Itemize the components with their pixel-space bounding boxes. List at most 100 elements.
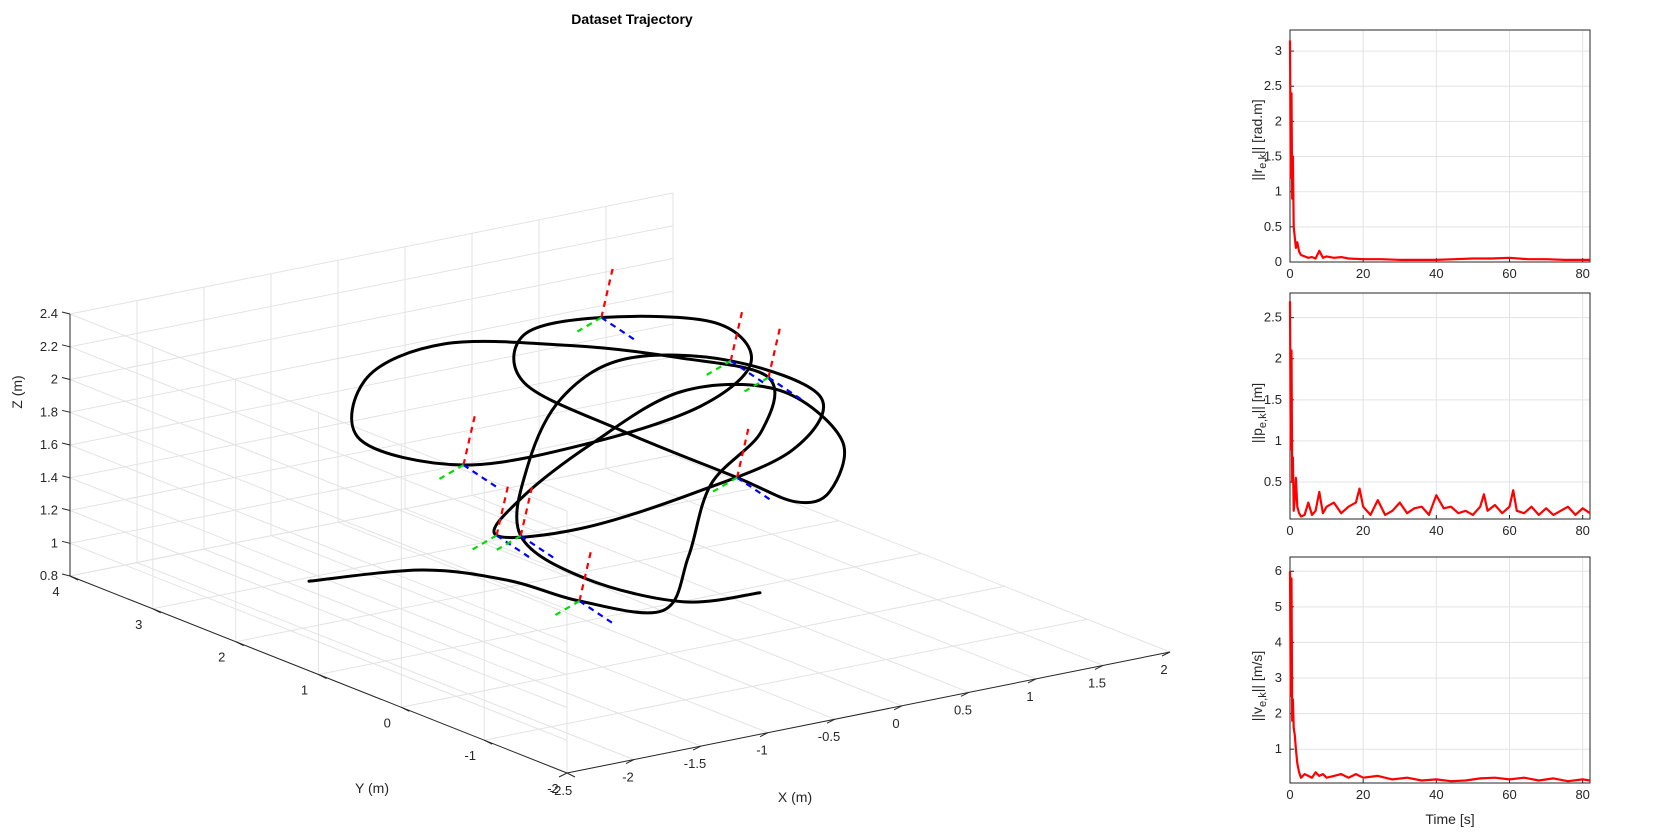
x-tick-label: -0.5 xyxy=(818,729,840,744)
x-tick-mark xyxy=(692,745,702,751)
trajectory-line xyxy=(307,314,847,615)
y-tick-mark xyxy=(235,641,244,647)
grid-line xyxy=(69,356,674,479)
x-tick-label: 40 xyxy=(1429,787,1443,802)
x-tick-label: -2 xyxy=(622,770,634,785)
y-tick-label: 6 xyxy=(1275,563,1282,578)
x-tick-label: 0 xyxy=(1286,787,1293,802)
y-tick-label: 1 xyxy=(1275,184,1282,199)
frame-axis-green xyxy=(496,534,522,551)
grid-line xyxy=(69,454,674,577)
x-tick-label: -1.5 xyxy=(684,756,706,771)
grid-line xyxy=(69,421,674,544)
y-tick-label: -1 xyxy=(464,748,476,763)
z-tick-mark xyxy=(61,377,71,380)
grid-line xyxy=(69,477,568,676)
y-tick-label: 3 xyxy=(135,617,142,632)
x-tick-label: 60 xyxy=(1502,787,1516,802)
grid-line xyxy=(484,618,1088,741)
x-tick-label: 0.5 xyxy=(954,702,972,717)
x-axis-label: X (m) xyxy=(778,789,812,805)
y-tick-label: 4 xyxy=(1275,634,1282,649)
x-tick-label: -1 xyxy=(756,743,768,758)
x-tick-label: 0 xyxy=(892,716,899,731)
grid-line xyxy=(69,510,568,708)
panel-r-ylabel-main: ||r xyxy=(1249,168,1265,180)
x-tick-mark xyxy=(625,759,635,765)
z-tick-mark xyxy=(61,573,71,577)
y-tick-mark xyxy=(69,575,79,581)
y-tick-mark xyxy=(566,772,576,778)
x-tick-mark xyxy=(826,718,836,724)
frame-axis-blue xyxy=(520,534,558,561)
y-tick-label: 1.5 xyxy=(1264,392,1282,407)
chart-title: Dataset Trajectory xyxy=(571,11,693,27)
z-tick-label: 1.6 xyxy=(40,437,58,452)
y-tick-label: 2.5 xyxy=(1264,78,1282,93)
y-tick-label: 2 xyxy=(218,650,225,665)
z-tick-label: 1.8 xyxy=(40,404,58,419)
frame-axis-red xyxy=(600,265,615,318)
y-tick-label: 0.5 xyxy=(1264,474,1282,489)
x-tick-label: 60 xyxy=(1502,523,1516,538)
y-tick-label: 4 xyxy=(52,584,59,599)
y-tick-label: 1 xyxy=(301,683,308,698)
velocity-error-line xyxy=(1288,571,1591,783)
y-tick-label: 2 xyxy=(1275,113,1282,128)
grid-line xyxy=(69,290,674,413)
panel-p-ylabel-unit: || [m] xyxy=(1249,383,1265,414)
x-tick-label: 40 xyxy=(1429,266,1443,281)
frame-axis-blue xyxy=(730,359,768,386)
y-tick-label: 0.5 xyxy=(1264,219,1282,234)
y-tick-label: 1 xyxy=(1275,433,1282,448)
z-tick-label: 2.4 xyxy=(40,306,58,321)
grid-line xyxy=(69,346,568,545)
z-tick-label: 1.2 xyxy=(40,503,58,518)
x-tick-mark xyxy=(1027,678,1037,684)
y-tick-label: 5 xyxy=(1275,599,1282,614)
position-error-panel: ||pe,k|| [m] 0 20 40 60 80 0.5 1 1.5 2 2.5 xyxy=(1249,292,1591,538)
y-tick-mark xyxy=(483,739,493,745)
frame-axis-green xyxy=(706,359,732,376)
grid-line xyxy=(69,258,674,380)
y-axis-label: Y (m) xyxy=(355,780,389,796)
x-tick-mark xyxy=(960,691,970,697)
panel-p-ylabel-sub: e,k xyxy=(1257,413,1269,428)
y-tick-label: 3 xyxy=(1275,670,1282,685)
x-tick-label: 0 xyxy=(1286,523,1293,538)
y-tick-mark xyxy=(318,674,327,679)
frame-axis-green xyxy=(472,534,498,551)
panel-r-ylabel-unit: || [rad.m] xyxy=(1249,99,1265,154)
grid-line xyxy=(318,553,922,675)
x-tick-label: 20 xyxy=(1356,523,1370,538)
x-tick-label: 80 xyxy=(1575,266,1589,281)
ticks-3d: -2.5-2-1.5-1-0.500.511.52-2-1012340.811.… xyxy=(40,306,1171,798)
x-tick-mark xyxy=(759,732,769,738)
z-tick-mark xyxy=(61,508,71,511)
frame-axis-red xyxy=(735,425,751,478)
x-tick-label: 80 xyxy=(1575,523,1589,538)
frame-axis-green xyxy=(743,376,770,393)
z-tick-label: 1.4 xyxy=(40,470,58,485)
x-tick-label: -2.5 xyxy=(550,783,572,798)
frame-axis-red xyxy=(462,412,477,466)
z-tick-label: 0.8 xyxy=(40,568,58,583)
frame-axis-blue xyxy=(600,316,638,343)
grid-line xyxy=(69,225,674,348)
frame-axis-blue xyxy=(578,600,617,626)
y-tick-label: -2 xyxy=(547,781,559,796)
z-tick-mark xyxy=(61,344,71,348)
x-tick-label: 1.5 xyxy=(1088,675,1106,690)
panel-v-ylabel-sub: e,k xyxy=(1257,692,1269,707)
y-tick-mark xyxy=(152,608,162,614)
panel-v-ylabel-unit: || [m/s] xyxy=(1249,651,1265,693)
velocity-error-panel: ||ve,k|| [m/s] Time [s] 0 20 40 60 80 1 2 3 4 5 6 xyxy=(1249,556,1591,827)
z-tick-mark xyxy=(61,409,71,413)
panel-r-ylabel: ||re,k|| [rad.m] xyxy=(1249,99,1269,180)
y-tick-label: 3 xyxy=(1275,43,1282,58)
frame-axis-blue xyxy=(495,534,534,561)
pose-frames xyxy=(438,265,806,626)
frame-axis-blue xyxy=(767,376,806,403)
grid-line xyxy=(69,192,674,315)
